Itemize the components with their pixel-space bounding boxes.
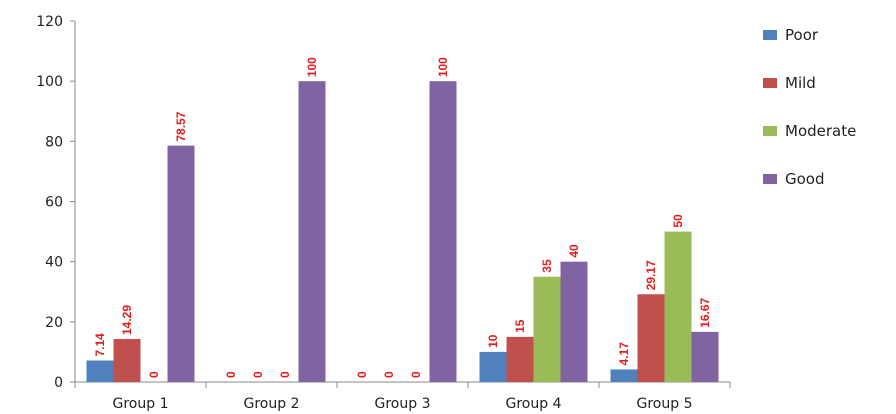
data-label: 78.57 — [174, 111, 188, 141]
bar-mild — [637, 294, 665, 382]
x-category-label: Group 5 — [637, 396, 693, 412]
data-label: 0 — [251, 371, 265, 378]
data-label: 0 — [278, 371, 292, 378]
bar-good — [167, 145, 195, 382]
bar-poor — [479, 351, 507, 382]
legend-label-moderate: Moderate — [785, 122, 856, 140]
data-label: 29.17 — [644, 260, 658, 290]
bars — [86, 81, 719, 383]
data-label: 4.17 — [617, 342, 631, 366]
data-labels: 7.14 14.29 0 78.57 0 0 0 100 0 0 0 100 10 15 35 40 4.17 2… — [93, 57, 712, 378]
x-category-label: Group 4 — [506, 396, 562, 412]
y-tick-label: 20 — [45, 315, 63, 331]
legend: Poor Mild Moderate Good — [763, 26, 856, 188]
legend-label-mild: Mild — [785, 74, 816, 92]
data-label: 0 — [224, 371, 238, 378]
data-label: 100 — [436, 57, 450, 77]
data-label: 35 — [540, 259, 554, 273]
legend-label-poor: Poor — [785, 26, 819, 44]
data-label: 0 — [409, 371, 423, 378]
data-label: 16.67 — [698, 297, 712, 327]
bar-moderate — [533, 276, 561, 382]
bar-moderate — [664, 231, 692, 382]
x-category-label: Group 3 — [375, 396, 431, 412]
legend-swatch-moderate — [763, 126, 777, 136]
y-tick-label: 120 — [36, 14, 63, 30]
y-tick-label: 80 — [45, 134, 63, 150]
legend-swatch-good — [763, 174, 777, 184]
bar-good — [429, 81, 457, 383]
y-tick-label: 0 — [54, 375, 63, 391]
x-category-label: Group 1 — [113, 396, 169, 412]
data-label: 50 — [671, 214, 685, 228]
data-label: 40 — [567, 244, 581, 258]
data-label: 0 — [355, 371, 369, 378]
bar-poor — [86, 360, 114, 382]
bar-good — [560, 261, 588, 382]
data-label: 100 — [305, 57, 319, 77]
y-tick-label: 100 — [36, 74, 63, 90]
legend-swatch-mild — [763, 78, 777, 88]
bar-mild — [113, 339, 141, 382]
legend-label-good: Good — [785, 170, 825, 188]
legend-swatch-poor — [763, 30, 777, 40]
data-label: 10 — [486, 334, 500, 348]
x-category-label: Group 2 — [244, 396, 300, 412]
data-label: 0 — [382, 371, 396, 378]
bar-good — [691, 331, 719, 382]
data-label: 14.29 — [120, 305, 134, 335]
y-tick-label: 40 — [45, 255, 63, 271]
data-label: 0 — [147, 371, 161, 378]
bar-good — [298, 81, 326, 383]
y-tick-label: 60 — [45, 195, 63, 211]
bar-mild — [506, 336, 534, 382]
data-label: 7.14 — [93, 333, 107, 357]
data-label: 15 — [513, 319, 527, 333]
bar-poor — [610, 369, 638, 382]
